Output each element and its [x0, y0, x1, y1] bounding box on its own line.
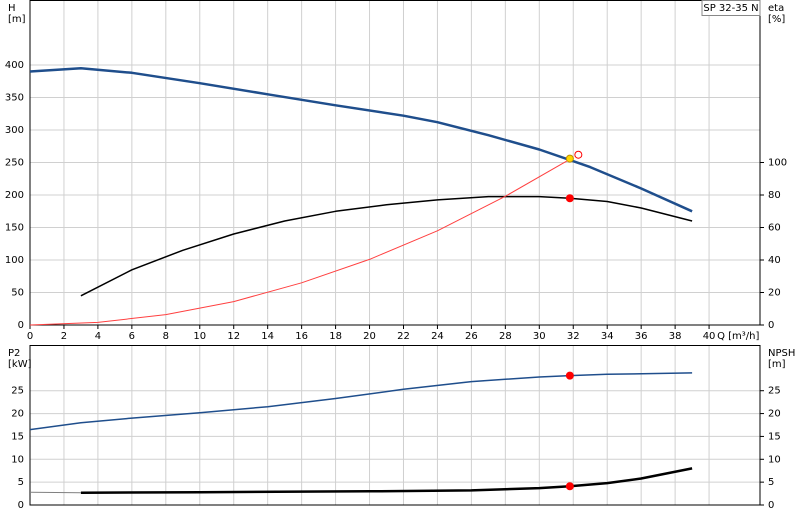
marker [565, 371, 574, 380]
x-tick-label: 28 [499, 331, 512, 342]
y2-tick-label: 100 [768, 158, 787, 169]
x-tick-label: 14 [261, 331, 274, 342]
curve [80, 195, 693, 297]
y-tick-label: 0 [18, 500, 24, 511]
y2-tick-label: 20 [768, 409, 781, 420]
x-axis-label: Q [m³/h] [717, 331, 759, 342]
y2-tick-label: 80 [768, 190, 781, 201]
y-axis-label: H [8, 3, 16, 14]
marker [574, 150, 583, 159]
y-axis-label: [m] [8, 14, 26, 25]
y-tick-label: 150 [5, 223, 24, 234]
x-tick-label: 24 [431, 331, 444, 342]
curve [29, 491, 81, 494]
y-tick-label: 400 [5, 60, 24, 71]
y2-tick-label: 0 [768, 320, 774, 331]
y-tick-label: 20 [11, 409, 24, 420]
y2-axis-label: [%] [768, 14, 785, 25]
y2-tick-label: 10 [768, 454, 781, 465]
x-tick-label: 8 [163, 331, 169, 342]
y2-tick-label: 5 [768, 477, 774, 488]
marker [565, 154, 574, 163]
y-tick-label: 100 [5, 255, 24, 266]
x-tick-label: 38 [669, 331, 682, 342]
x-tick-label: 36 [635, 331, 648, 342]
x-tick-label: 40 [703, 331, 716, 342]
x-tick-label: 10 [193, 331, 206, 342]
curve [29, 156, 574, 326]
chart-title: SP 32-35 N [703, 3, 758, 14]
y2-tick-label: 25 [768, 386, 781, 397]
x-tick-label: 20 [363, 331, 376, 342]
x-tick-label: 0 [27, 331, 33, 342]
y-tick-label: 350 [5, 93, 24, 104]
y2-tick-label: 40 [768, 255, 781, 266]
x-tick-label: 26 [465, 331, 478, 342]
y-tick-label: 10 [11, 454, 24, 465]
curve [29, 67, 693, 213]
title-box [701, 0, 761, 16]
x-tick-label: 12 [227, 331, 240, 342]
x-tick-label: 34 [601, 331, 614, 342]
y2-axis-label: eta [768, 3, 784, 14]
curve [29, 372, 693, 431]
plot-frame [29, 345, 761, 506]
y-tick-label: 15 [11, 431, 24, 442]
plot-frame [29, 0, 761, 326]
y2-tick-label: 0 [768, 500, 774, 511]
y-tick-label: 250 [5, 158, 24, 169]
x-tick-label: 6 [129, 331, 135, 342]
x-tick-label: 22 [397, 331, 410, 342]
y2-axis-label: [m] [768, 359, 786, 370]
y2-tick-label: 15 [768, 431, 781, 442]
y-tick-label: 0 [18, 320, 24, 331]
y2-axis-label: NPSH [768, 348, 795, 359]
y-tick-label: 5 [18, 477, 24, 488]
x-tick-label: 2 [61, 331, 67, 342]
y-axis-label: [kW] [8, 359, 32, 370]
y2-tick-label: 20 [768, 288, 781, 299]
y2-tick-label: 60 [768, 223, 781, 234]
x-tick-label: 16 [295, 331, 308, 342]
x-tick-label: 30 [533, 331, 546, 342]
curve [80, 467, 693, 494]
y-tick-label: 300 [5, 125, 24, 136]
marker [565, 482, 574, 491]
marker [565, 194, 574, 203]
y-tick-label: 25 [11, 386, 24, 397]
x-tick-label: 18 [329, 331, 342, 342]
x-tick-label: 4 [95, 331, 101, 342]
x-tick-label: 32 [567, 331, 580, 342]
y-tick-label: 200 [5, 190, 24, 201]
y-tick-label: 50 [11, 288, 24, 299]
y-axis-label: P2 [8, 348, 20, 359]
